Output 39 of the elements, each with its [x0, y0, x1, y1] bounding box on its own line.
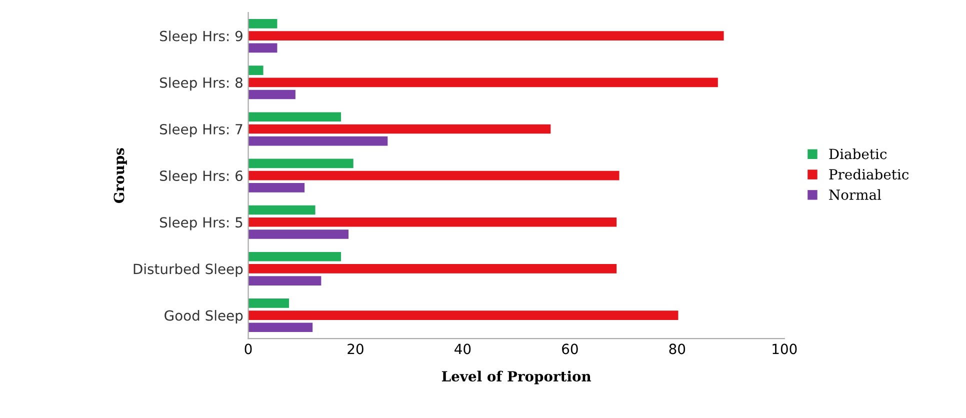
y-tick-label: Sleep Hrs: 5	[160, 216, 242, 230]
legend-label: Normal	[829, 189, 882, 200]
y-tick-label: Sleep Hrs: 9	[160, 30, 242, 44]
bar	[248, 217, 617, 227]
bar	[248, 264, 617, 274]
bar	[248, 90, 296, 100]
bar	[248, 298, 290, 308]
x-axis-title: Level of Proportion	[442, 370, 592, 384]
bar	[248, 170, 620, 180]
y-axis-title: Groups	[114, 148, 127, 204]
bar	[248, 124, 551, 134]
x-tick-label: 80	[669, 344, 686, 354]
y-tick-label: Sleep Hrs: 6	[160, 170, 243, 184]
bar	[248, 310, 678, 320]
y-tick-label: Sleep Hrs: 7	[160, 124, 242, 138]
bar	[248, 276, 322, 286]
y-tick-label: Sleep Hrs: 8	[160, 77, 242, 91]
bar	[248, 252, 342, 262]
bar	[248, 43, 278, 53]
legend-label: Prediabetic	[829, 168, 909, 180]
x-tick-label: 60	[562, 344, 578, 354]
bar	[248, 158, 354, 168]
bar	[248, 136, 388, 146]
bar	[248, 112, 342, 122]
x-tick-label: 40	[454, 344, 471, 354]
bar	[248, 183, 305, 192]
bar	[248, 322, 313, 332]
bar	[248, 31, 724, 40]
bar	[248, 78, 718, 88]
bar	[248, 19, 278, 28]
x-tick-label: 0	[244, 344, 252, 354]
y-tick-label: Good Sleep	[164, 310, 243, 324]
y-tick-label: Disturbed Sleep	[134, 263, 243, 277]
x-tick-label: 20	[348, 344, 364, 354]
bar	[248, 230, 349, 239]
bar	[248, 205, 316, 215]
x-tick-label: 100	[772, 344, 797, 354]
bar	[248, 66, 264, 75]
legend-label: Diabetic	[829, 148, 887, 160]
